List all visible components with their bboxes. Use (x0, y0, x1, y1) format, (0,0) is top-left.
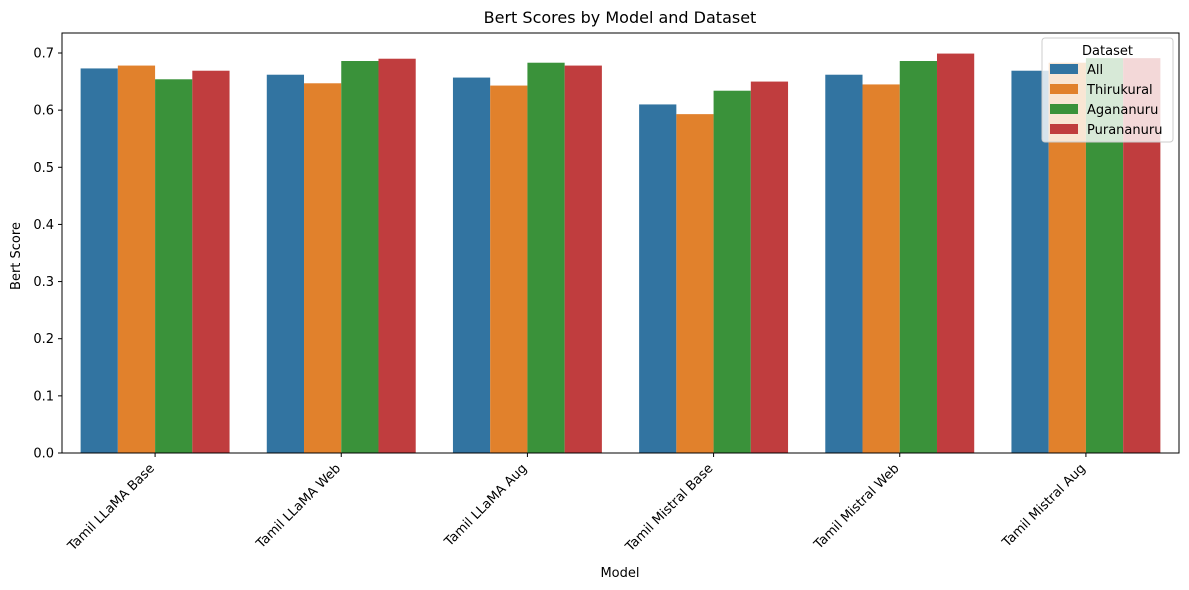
bar-purananuru-3 (564, 65, 602, 454)
bar-thirukural-3 (490, 85, 528, 454)
y-tick-label: 0.2 (33, 332, 54, 347)
legend: Dataset All Thirukural Agananuru Purananuru (1041, 37, 1174, 143)
bar-all-1 (80, 68, 118, 453)
legend-swatch-all (1050, 64, 1078, 74)
legend-swatch-purananuru (1050, 124, 1078, 134)
legend-swatch-thirukural (1050, 84, 1078, 94)
y-axis: 0.0 0.1 0.2 0.3 0.4 0.5 0.6 0.7 (33, 47, 62, 462)
bar-agananuru-3 (527, 62, 565, 453)
bar-thirukural-1 (117, 65, 156, 454)
bar-thirukural-4 (676, 114, 714, 454)
y-tick-label: 0.0 (33, 447, 54, 462)
bars-group (80, 53, 1161, 454)
bar-all-5 (825, 74, 863, 453)
legend-label-purananuru: Purananuru (1087, 123, 1162, 138)
bar-thirukural-5 (862, 84, 900, 453)
bar-agananuru-4 (713, 90, 751, 453)
bar-agananuru-2 (341, 61, 379, 453)
legend-label-thirukural: Thirukural (1086, 83, 1153, 98)
x-axis-title: Model (600, 566, 639, 581)
bar-all-2 (266, 74, 305, 453)
bar-thirukural-2 (304, 83, 342, 454)
legend-label-agananuru: Agananuru (1087, 103, 1158, 118)
y-axis-title: Bert Score (9, 222, 24, 290)
bar-agananuru-1 (155, 79, 193, 454)
bar-all-4 (639, 104, 677, 453)
y-tick-label: 0.1 (33, 389, 54, 404)
y-tick-label: 0.7 (33, 47, 54, 62)
y-tick-label: 0.3 (33, 275, 54, 290)
bar-purananuru-5 (936, 53, 975, 453)
bar-purananuru-4 (750, 81, 789, 454)
legend-title: Dataset (1082, 44, 1133, 59)
bar-purananuru-2 (378, 58, 416, 453)
y-tick-label: 0.4 (33, 218, 54, 233)
plot-frame (61, 32, 1180, 454)
legend-label-all: All (1087, 63, 1103, 78)
bar-all-3 (452, 77, 491, 454)
y-tick-label: 0.6 (33, 104, 54, 119)
bar-agananuru-5 (899, 61, 937, 453)
y-tick-label: 0.5 (33, 161, 54, 176)
legend-swatch-agananuru (1050, 104, 1078, 114)
chart-title: Bert Scores by Model and Dataset (484, 8, 757, 27)
bar-purananuru-1 (192, 70, 230, 453)
